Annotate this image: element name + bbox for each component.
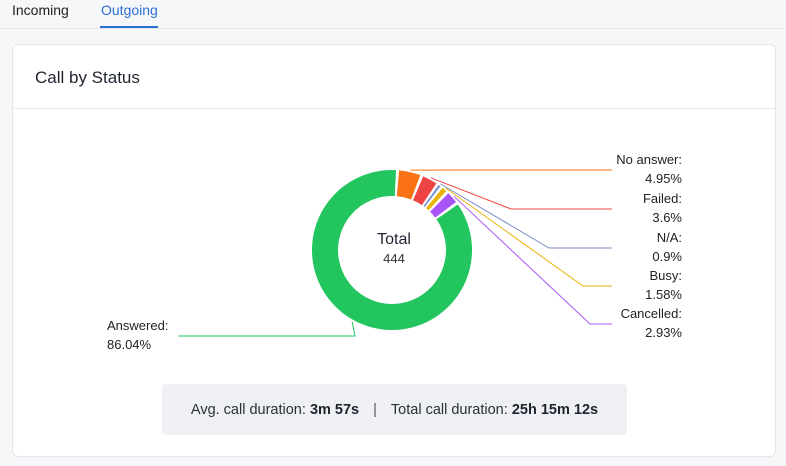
label-cancelled-name: Cancelled: — [621, 306, 682, 321]
label-na-name: N/A: — [657, 230, 682, 245]
tab-outgoing[interactable]: Outgoing — [101, 2, 158, 18]
leader-line-busy — [445, 187, 612, 287]
label-answered-name: Answered: — [107, 318, 168, 333]
card-header: Call by Status — [13, 45, 775, 109]
slice-answered[interactable] — [312, 170, 472, 330]
slice-noanswer[interactable] — [396, 170, 421, 200]
slice-busy[interactable] — [426, 187, 447, 211]
avg-duration-label: Avg. call duration: — [190, 401, 306, 418]
donut-center-label: Total — [377, 231, 411, 248]
label-na-value: 0.9% — [652, 249, 682, 264]
label-answered-value: 86.04% — [107, 337, 152, 352]
active-tab-indicator — [100, 26, 158, 28]
label-noanswer-name: No answer: — [616, 152, 682, 167]
call-duration-summary: Avg. call duration: 3m 57s | Total call … — [162, 384, 627, 435]
tab-incoming[interactable]: Incoming — [12, 2, 69, 18]
total-duration-value: 25h 15m 12s — [511, 401, 599, 418]
slice-na[interactable] — [423, 184, 441, 207]
donut-center-value: 444 — [383, 251, 405, 266]
card-title: Call by Status — [35, 68, 140, 87]
slice-cancelled[interactable] — [430, 193, 457, 218]
summary-separator: | — [373, 401, 377, 418]
label-failed-value: 3.6% — [652, 210, 682, 225]
label-failed-name: Failed: — [643, 191, 682, 206]
label-busy-name: Busy: — [649, 268, 682, 283]
avg-duration-value: 3m 57s — [309, 401, 360, 418]
label-cancelled-value: 2.93% — [645, 325, 682, 340]
total-duration-label: Total call duration: — [390, 401, 508, 418]
slice-failed[interactable] — [413, 176, 437, 206]
label-noanswer-value: 4.95% — [645, 171, 682, 186]
leader-line-failed — [430, 177, 612, 210]
label-busy-value: 1.58% — [645, 287, 682, 302]
leader-line-cancelled — [453, 195, 612, 325]
tab-bar: Incoming Outgoing — [0, 0, 786, 29]
leader-line-answered — [178, 321, 356, 337]
leader-line-na — [440, 183, 612, 249]
